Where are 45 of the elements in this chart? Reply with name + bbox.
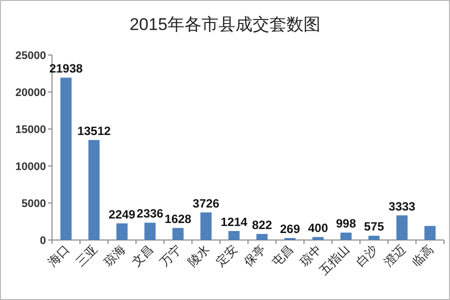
data-label: 13512	[77, 124, 112, 138]
bar	[88, 140, 100, 240]
chart-title: 2015年各市县成交套数图	[130, 15, 320, 34]
data-label: 822	[252, 218, 272, 232]
x-tick-label: 万宁	[157, 242, 184, 270]
y-tick-label: 0	[40, 235, 46, 247]
y-tick-label: 5000	[22, 198, 46, 210]
x-tick-label: 定安	[213, 242, 240, 270]
x-tick-label: 白沙	[353, 242, 380, 270]
x-tick-label: 海口	[45, 242, 72, 270]
bar	[256, 234, 268, 240]
data-label: 2336	[136, 206, 164, 221]
x-tick-label: 保亭	[241, 242, 268, 270]
x-tick-label: 屯昌	[269, 242, 296, 270]
bar	[116, 223, 128, 240]
y-tick-label: 25000	[15, 50, 46, 62]
y-tick-label: 10000	[15, 161, 46, 173]
bar	[340, 232, 352, 240]
data-label: 3726	[192, 196, 220, 210]
data-label: 3333	[388, 199, 416, 214]
x-tick-label: 澄迈	[381, 242, 408, 270]
bar	[228, 231, 240, 240]
x-tick-label: 临高	[409, 242, 436, 270]
x-tick-label: 文昌	[129, 242, 156, 270]
y-tick-label: 15000	[15, 124, 46, 136]
x-tick-label: 琼海	[101, 242, 128, 270]
bar	[312, 237, 324, 240]
data-label: 575	[364, 220, 384, 234]
data-label: 1628	[164, 212, 192, 226]
x-tick-label: 三亚	[73, 242, 100, 270]
data-label: 998	[336, 216, 356, 231]
bar	[200, 212, 212, 240]
bar	[60, 78, 72, 240]
data-label: 2249	[108, 207, 136, 222]
bar	[396, 215, 408, 240]
x-tick-label: 陵水	[185, 242, 212, 270]
data-label: 400	[308, 221, 328, 236]
bar	[424, 226, 436, 240]
bar	[172, 228, 184, 240]
bar	[368, 236, 380, 240]
data-label: 1214	[220, 215, 248, 230]
data-label: 269	[280, 222, 300, 236]
y-tick-label: 20000	[15, 87, 46, 99]
data-label: 21938	[49, 62, 84, 76]
bar	[144, 222, 156, 240]
